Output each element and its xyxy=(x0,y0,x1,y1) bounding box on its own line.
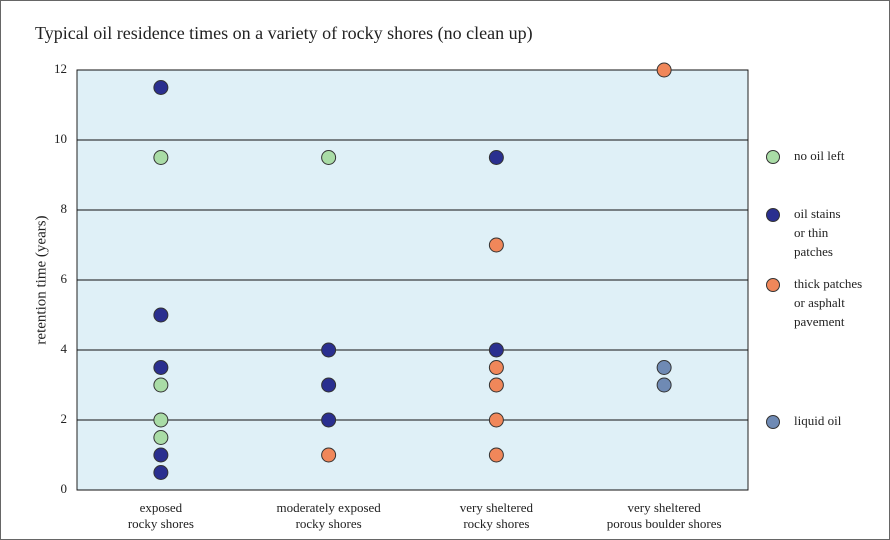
y-tick-label: 6 xyxy=(61,271,68,286)
legend-label: no oil left xyxy=(794,148,845,163)
y-tick-label: 8 xyxy=(61,201,68,216)
y-tick-label: 4 xyxy=(61,341,68,356)
point xyxy=(488,342,504,358)
legend-swatch xyxy=(766,208,780,222)
legend-label: or asphalt xyxy=(794,295,845,310)
y-axis-label: retention time (years) xyxy=(33,215,49,344)
legend-label: pavement xyxy=(794,314,845,329)
point xyxy=(153,447,169,463)
point xyxy=(488,360,504,375)
point xyxy=(153,430,169,445)
legend-swatch xyxy=(766,415,780,429)
y-tick-label: 12 xyxy=(54,61,67,76)
point xyxy=(488,447,504,463)
point xyxy=(656,62,672,78)
x-tick-label: rocky shores xyxy=(296,516,362,531)
point xyxy=(153,80,169,95)
legend-swatch xyxy=(766,150,780,164)
x-tick-label: porous boulder shores xyxy=(607,516,722,531)
point xyxy=(153,412,169,428)
point xyxy=(321,447,337,463)
x-tick-label: rocky shores xyxy=(128,516,194,531)
point xyxy=(488,377,504,393)
point xyxy=(656,360,672,375)
x-tick-label: exposed xyxy=(140,500,183,515)
point xyxy=(153,307,169,323)
legend-label: liquid oil xyxy=(794,413,842,428)
x-tick-label: moderately exposed xyxy=(276,500,381,515)
point xyxy=(153,377,169,393)
legend-label: oil stains xyxy=(794,206,841,221)
point xyxy=(153,465,169,480)
y-tick-label: 0 xyxy=(61,481,68,496)
legend-label: thick patches xyxy=(794,276,862,291)
y-tick-label: 2 xyxy=(61,411,68,426)
legend-label: or thin xyxy=(794,225,829,240)
point xyxy=(321,150,337,165)
x-tick-label: very sheltered xyxy=(460,500,534,515)
x-tick-label: rocky shores xyxy=(463,516,529,531)
chart-title: Typical oil residence times on a variety… xyxy=(35,23,533,44)
legend-swatch xyxy=(766,278,780,292)
point xyxy=(321,342,337,358)
point xyxy=(656,377,672,393)
point xyxy=(321,377,337,393)
legend-label: patches xyxy=(794,244,833,259)
x-tick-label: very sheltered xyxy=(627,500,701,515)
point xyxy=(321,412,337,428)
point xyxy=(153,360,169,375)
point xyxy=(488,150,504,165)
point xyxy=(488,237,504,253)
point xyxy=(488,412,504,428)
y-tick-label: 10 xyxy=(54,131,67,146)
point xyxy=(153,150,169,165)
